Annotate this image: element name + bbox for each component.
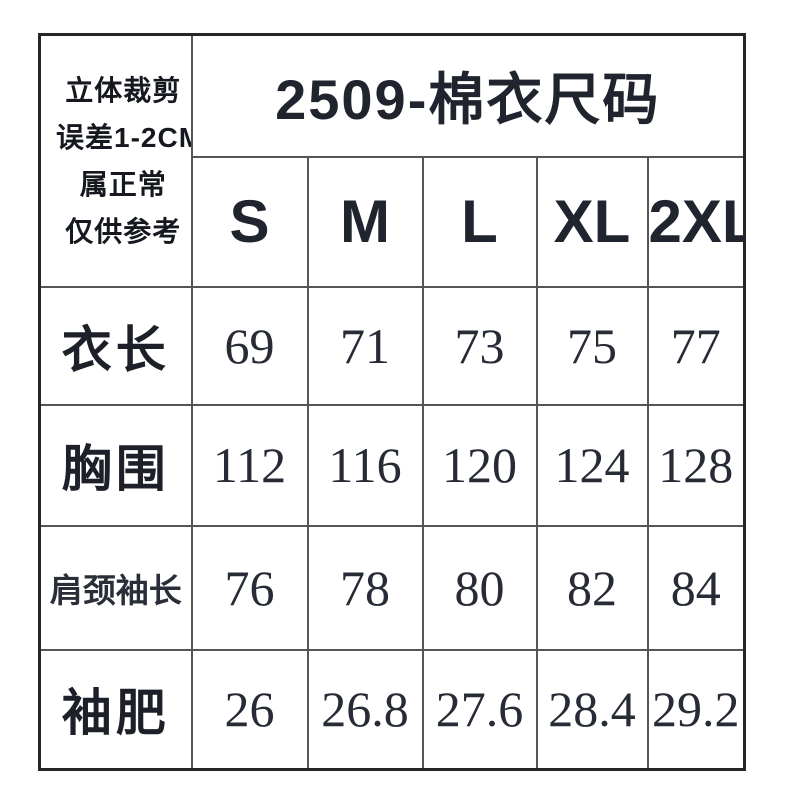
table-row-garment-length: 衣长 69 71 73 75 77: [38, 285, 746, 406]
value-cell: 71: [306, 285, 424, 406]
value-cell: 28.4: [535, 648, 649, 771]
table-row-shoulder-sleeve: 肩颈袖长 76 78 80 82 84: [38, 524, 746, 651]
row-label: 衣长: [38, 285, 193, 406]
value-cell: 120: [421, 403, 538, 527]
value-cell: 26: [190, 648, 309, 771]
value-cell: 80: [421, 524, 538, 651]
note-line: 立体裁剪: [65, 74, 182, 106]
value-cell: 77: [646, 285, 746, 406]
note-line: 误差1-2CM: [56, 121, 192, 153]
value-cell: 69: [190, 285, 309, 406]
value-cell: 27.6: [421, 648, 538, 771]
title-row: 立体裁剪 误差1-2CM 属正常 仅供参考 2509-棉衣尺码: [38, 33, 746, 288]
size-header-xl: XL: [535, 155, 649, 288]
size-header-s: S: [190, 155, 309, 288]
value-cell: 75: [535, 285, 649, 406]
value-cell: 73: [421, 285, 538, 406]
value-cell: 76: [190, 524, 309, 651]
note-line: 属正常: [79, 168, 167, 200]
row-label: 肩颈袖长: [38, 524, 193, 651]
size-chart-table: 立体裁剪 误差1-2CM 属正常 仅供参考 2509-棉衣尺码 S M L XL…: [38, 33, 746, 771]
measurement-note: 立体裁剪 误差1-2CM 属正常 仅供参考: [42, 67, 192, 255]
value-cell: 128: [646, 403, 746, 527]
value-cell: 116: [306, 403, 424, 527]
value-cell: 112: [190, 403, 309, 527]
value-cell: 26.8: [306, 648, 424, 771]
chart-title: 2509-棉衣尺码: [190, 33, 746, 158]
note-line: 仅供参考: [65, 215, 182, 247]
table-row-chest: 胸围 112 116 120 124 128: [38, 403, 746, 527]
size-header-m: M: [306, 155, 424, 288]
size-header-l: L: [421, 155, 538, 288]
table-row-sleeve-width: 袖肥 26 26.8 27.6 28.4 29.2: [38, 648, 746, 771]
value-cell: 82: [535, 524, 649, 651]
row-label: 袖肥: [38, 648, 193, 771]
value-cell: 84: [646, 524, 746, 651]
row-label: 胸围: [38, 403, 193, 527]
value-cell: 78: [306, 524, 424, 651]
size-header-row: S M L XL 2XL: [40, 155, 746, 288]
value-cell: 124: [535, 403, 649, 527]
value-cell: 29.2: [646, 648, 746, 771]
measurement-note-cell: 立体裁剪 误差1-2CM 属正常 仅供参考: [38, 33, 193, 288]
size-header-2xl: 2XL: [646, 155, 746, 288]
